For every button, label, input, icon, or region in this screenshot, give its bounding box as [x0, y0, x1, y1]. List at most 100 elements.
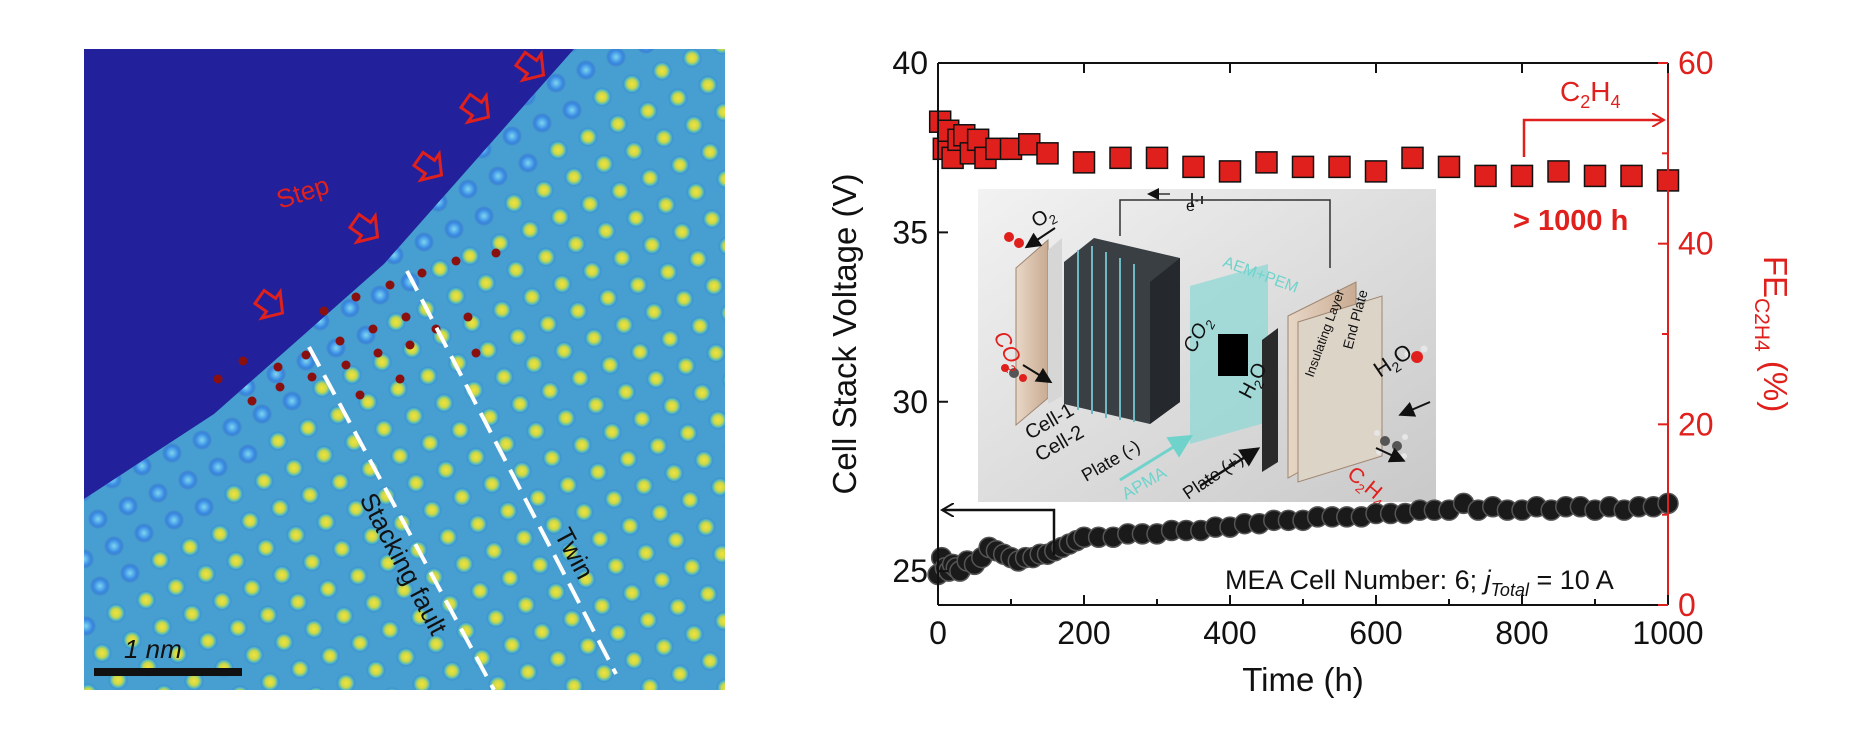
atom-column: [464, 380, 484, 400]
fe-point: [1401, 146, 1424, 170]
atom-column: [502, 635, 522, 655]
atom-column: [406, 473, 426, 493]
atom-column: [618, 449, 638, 469]
atom-column: [498, 501, 518, 521]
y-right-tick-label: 20: [1678, 406, 1714, 442]
atom-column: [566, 234, 586, 254]
atom-column: [542, 448, 562, 468]
atom-column: [570, 368, 590, 388]
atom-column: [84, 683, 98, 690]
atom-column: [718, 236, 725, 256]
atom-column: [222, 417, 242, 437]
fault-atom-dot: [247, 396, 257, 406]
atom-column: [336, 673, 356, 690]
fe-point: [1328, 155, 1351, 179]
fault-atom-dot: [307, 372, 317, 382]
step-arrow-3: [411, 149, 444, 183]
atom-column: [208, 457, 228, 477]
atom-column: [518, 662, 538, 682]
plate-plus-arrow: [1199, 447, 1261, 488]
atom-column: [426, 634, 446, 654]
fe-point: [1218, 160, 1242, 183]
atom-column: [106, 603, 126, 623]
atom-column: [484, 541, 504, 561]
atom-column: [198, 631, 218, 651]
atom-column: [608, 114, 628, 134]
atom-column: [674, 289, 694, 309]
fault-atom-dot: [417, 268, 427, 278]
fault-atom-dot: [275, 382, 285, 392]
atom-column: [622, 583, 642, 603]
atom-column: [572, 435, 592, 455]
x-tick-label: 1000: [1632, 615, 1703, 651]
atom-column: [682, 49, 702, 68]
atom-column: [640, 168, 660, 188]
atom-column: [630, 342, 650, 362]
c2h4-to-right-axis-arrow: [1522, 120, 1664, 157]
atom-column: [438, 527, 458, 547]
atom-column: [594, 663, 614, 683]
step-arrow-4: [458, 91, 491, 125]
atom-column: [274, 632, 294, 652]
atom-column: [692, 383, 712, 403]
atom-column: [492, 300, 512, 320]
atom-column: [610, 181, 630, 201]
atom-column: [288, 592, 308, 612]
atom-column: [552, 274, 572, 294]
atom-column: [576, 569, 596, 589]
atom-column: [422, 500, 442, 520]
h2o-molecule-icon: [1404, 345, 1428, 363]
y-right-tick-label: 60: [1678, 45, 1714, 81]
atom-column: [296, 351, 316, 371]
atom-column: [612, 248, 632, 268]
atom-column: [650, 503, 670, 523]
atom-column: [522, 287, 542, 307]
atom-column: [238, 444, 258, 464]
fe-point: [1364, 160, 1388, 183]
atom-column: [594, 154, 614, 174]
apma-arrow: [1119, 434, 1194, 482]
atom-column: [688, 249, 708, 269]
atom-column: [226, 551, 246, 571]
atom-column: [580, 194, 600, 214]
atom-column: [490, 233, 510, 253]
atom-column: [494, 367, 514, 387]
atom-column: [608, 623, 628, 643]
y-right-axis-title: FEC2H4 (%): [1750, 256, 1794, 412]
atom-column: [178, 470, 198, 490]
atom-column: [450, 420, 470, 440]
step-arrow-2: [347, 211, 380, 245]
atom-column: [244, 645, 264, 665]
atom-column: [290, 659, 310, 679]
atom-column: [120, 563, 140, 583]
atom-column: [180, 537, 200, 557]
atom-column: [482, 474, 502, 494]
voltage-series: [927, 492, 1679, 586]
atom-column: [680, 490, 700, 510]
atom-column: [84, 549, 94, 569]
atom-column: [714, 102, 725, 122]
atom-column: [628, 275, 648, 295]
atom-column: [592, 596, 612, 616]
atom-column: [410, 607, 430, 627]
atom-column: [640, 677, 660, 690]
atom-column: [386, 312, 406, 332]
atom-column: [430, 259, 450, 279]
fault-atom-dot: [471, 348, 481, 358]
fe-point: [1182, 155, 1205, 179]
co2-in-arrow: [1022, 364, 1053, 384]
atom-column: [622, 74, 642, 94]
y-right-tick-label: 0: [1678, 587, 1696, 623]
atom-column: [302, 552, 322, 572]
atom-column: [268, 431, 288, 451]
atom-column: [636, 543, 656, 563]
left-end-plate: [1015, 238, 1049, 427]
twin-boundary-line: [405, 270, 618, 675]
atom-column: [620, 516, 640, 536]
atom-column: [626, 208, 646, 228]
atom-column: [452, 487, 472, 507]
atom-column: [350, 633, 370, 653]
atom-column: [712, 49, 725, 55]
atom-column: [454, 554, 474, 574]
atom-column: [582, 261, 602, 281]
